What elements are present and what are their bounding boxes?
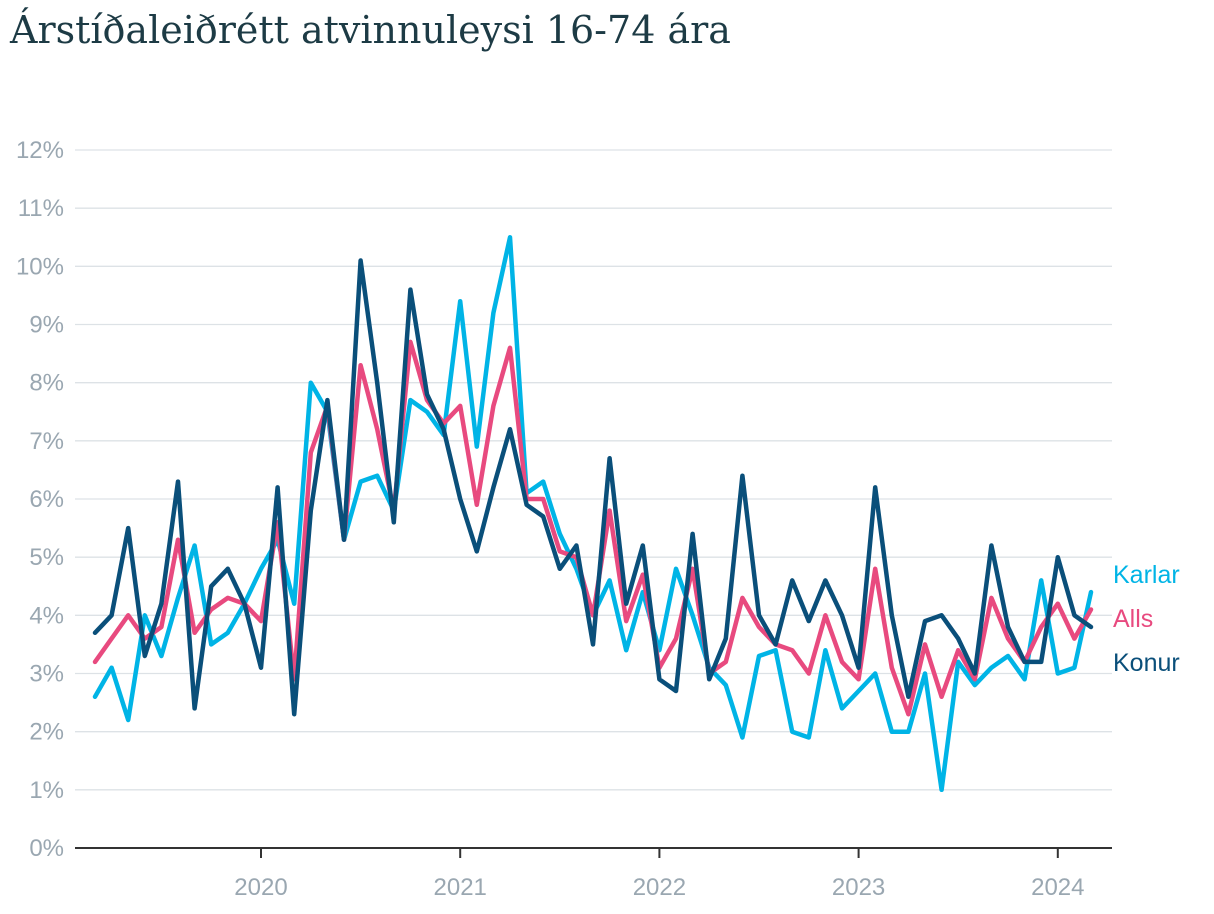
- series-label-konur: Konur: [1113, 649, 1180, 677]
- y-tick-label: 8%: [29, 370, 64, 397]
- series-labels: Karlar Alls Konur: [1113, 561, 1180, 677]
- series-line-konur: [92, 258, 1094, 717]
- x-tick-label: 2022: [633, 874, 686, 901]
- y-axis-ticks: 0% 1% 2% 3% 4% 5% 6% 7% 8% 9% 10% 11% 12%: [16, 137, 64, 862]
- series-lines: [92, 235, 1094, 793]
- y-tick-label: 4%: [29, 602, 64, 629]
- y-tick-label: 2%: [29, 719, 64, 746]
- x-tick-label: 2024: [1031, 874, 1084, 901]
- y-tick-label: 9%: [29, 312, 64, 339]
- y-tick-label: 5%: [29, 544, 64, 571]
- y-tick-label: 0%: [29, 835, 64, 862]
- chart-title: Árstíðaleiðrétt atvinnuleysi 16-74 ára: [10, 8, 731, 52]
- y-tick-label: 3%: [29, 661, 64, 688]
- series-label-karlar: Karlar: [1113, 561, 1180, 589]
- x-tick-label: 2023: [832, 874, 885, 901]
- x-axis: 2020 2021 2022 2023 2024: [75, 847, 1112, 901]
- y-tick-label: 12%: [16, 137, 64, 164]
- y-tick-label: 7%: [29, 428, 64, 455]
- y-tick-label: 10%: [16, 253, 64, 280]
- y-tick-label: 1%: [29, 777, 64, 804]
- series-line-alls: [92, 339, 1094, 717]
- series-line-karlar: [92, 235, 1094, 793]
- x-tick-label: 2020: [234, 874, 287, 901]
- grid-lines: [75, 149, 1112, 791]
- y-tick-label: 11%: [18, 195, 64, 222]
- series-label-alls: Alls: [1113, 605, 1153, 633]
- x-tick-label: 2021: [434, 874, 487, 901]
- y-tick-label: 6%: [29, 486, 64, 513]
